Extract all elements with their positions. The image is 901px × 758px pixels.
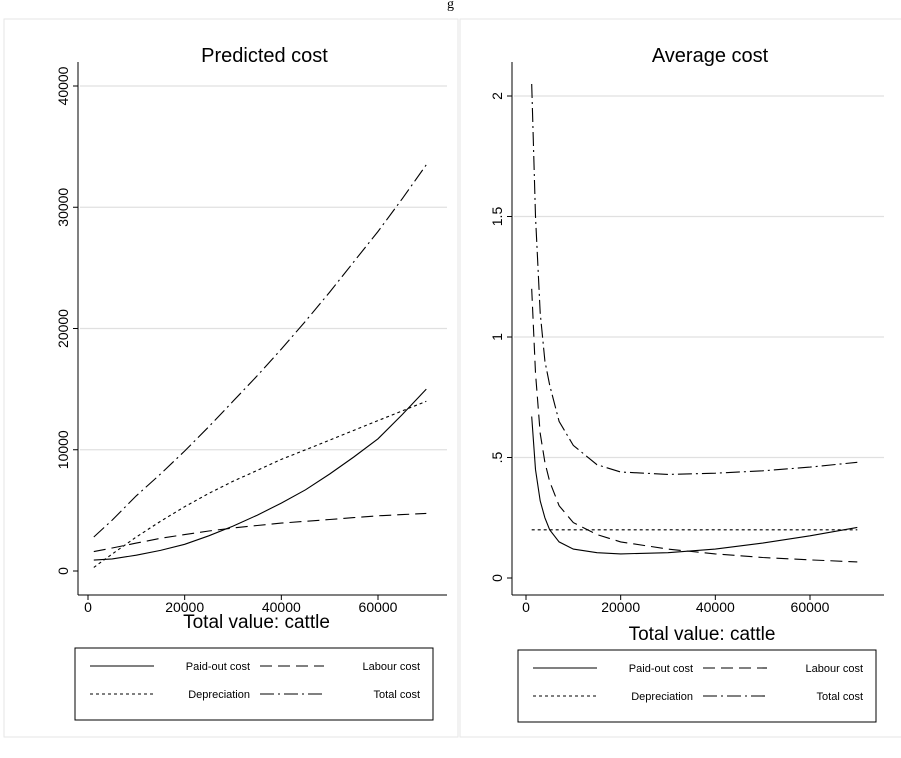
legend-label: Depreciation	[188, 689, 250, 701]
x-axis-label: Total value: cattle	[183, 612, 330, 633]
legend-label: Labour cost	[363, 661, 420, 673]
panel-border	[3, 18, 459, 738]
y-tick-label: 20000	[55, 309, 71, 348]
chart-panel-1: 0 10000 20000 30000 40000 0 20000 40000 60000 Pre…	[3, 18, 459, 738]
x-tick-label: 40000	[262, 599, 301, 615]
y-tick-label: 1	[489, 333, 505, 341]
x-tick-label: 20000	[165, 599, 204, 615]
chart-title: Average cost	[652, 45, 769, 67]
x-tick-label: 0	[84, 599, 92, 615]
top-caption: g	[447, 0, 454, 12]
y-tick-label: 0	[55, 567, 71, 575]
x-tick-label: 60000	[359, 599, 398, 615]
legend-label: Paid-out cost	[186, 661, 250, 673]
legend-box	[74, 647, 434, 721]
y-tick-label: .5	[489, 451, 505, 463]
legend-label: Labour cost	[806, 663, 863, 675]
series-line	[93, 164, 427, 538]
chart-panel-2: 0 .5 1 1.5 2 0 20000 40000 60000 Average cost Tota…	[459, 18, 901, 738]
x-tick-label: 60000	[791, 599, 830, 615]
series-line	[93, 388, 427, 561]
y-tick-label: 10000	[55, 430, 71, 469]
y-tick-label: 1.5	[489, 207, 505, 227]
x-axis-label: Total value: cattle	[629, 624, 776, 645]
legend-label: Total cost	[817, 691, 863, 703]
y-tick-label: 0	[489, 574, 505, 582]
legend-label: Paid-out cost	[629, 663, 693, 675]
series-line	[93, 400, 427, 568]
legend-label: Depreciation	[631, 691, 693, 703]
series-line	[531, 416, 858, 555]
x-tick-label: 40000	[696, 599, 735, 615]
series-line	[531, 83, 858, 475]
y-tick-label: 40000	[55, 66, 71, 105]
y-tick-label: 30000	[55, 188, 71, 227]
legend-box	[517, 649, 877, 723]
x-tick-label: 0	[522, 599, 530, 615]
legend-label: Total cost	[374, 689, 420, 701]
series-line	[93, 512, 427, 553]
chart-title: Predicted cost	[201, 45, 328, 67]
series-line	[531, 288, 858, 563]
x-tick-label: 20000	[601, 599, 640, 615]
y-tick-label: 2	[489, 92, 505, 100]
